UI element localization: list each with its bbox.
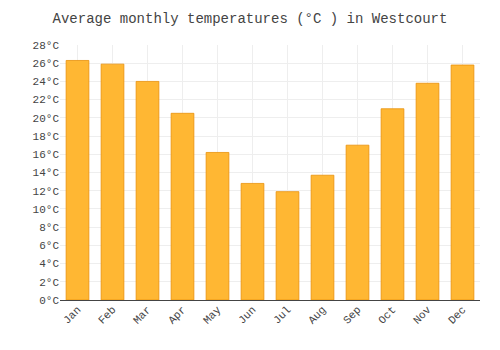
svg-text:Average monthly temperatures (: Average monthly temperatures (°C ) in We… xyxy=(53,11,448,27)
svg-text:2°C: 2°C xyxy=(39,277,59,289)
svg-text:Feb: Feb xyxy=(96,304,118,326)
svg-text:4°C: 4°C xyxy=(39,258,59,270)
svg-text:Jan: Jan xyxy=(61,304,83,326)
svg-text:20°C: 20°C xyxy=(33,113,60,125)
svg-text:26°C: 26°C xyxy=(33,58,60,70)
svg-text:Aug: Aug xyxy=(306,304,328,326)
svg-text:10°C: 10°C xyxy=(33,204,60,216)
svg-text:May: May xyxy=(201,304,224,327)
svg-text:14°C: 14°C xyxy=(33,167,60,179)
svg-text:24°C: 24°C xyxy=(33,76,60,88)
svg-text:Sep: Sep xyxy=(341,304,363,326)
svg-text:16°C: 16°C xyxy=(33,149,60,161)
svg-text:18°C: 18°C xyxy=(33,131,60,143)
svg-text:Apr: Apr xyxy=(166,304,188,326)
svg-text:6°C: 6°C xyxy=(39,240,59,252)
svg-text:Oct: Oct xyxy=(376,304,398,326)
svg-text:Jul: Jul xyxy=(271,304,293,326)
svg-text:Mar: Mar xyxy=(131,304,153,326)
svg-text:Jun: Jun xyxy=(236,304,258,326)
svg-text:0°C: 0°C xyxy=(39,295,59,307)
svg-text:Dec: Dec xyxy=(446,304,468,326)
svg-text:28°C: 28°C xyxy=(33,40,60,52)
svg-text:22°C: 22°C xyxy=(33,94,60,106)
svg-text:Nov: Nov xyxy=(411,304,434,327)
svg-text:8°C: 8°C xyxy=(39,222,59,234)
svg-text:12°C: 12°C xyxy=(33,186,60,198)
